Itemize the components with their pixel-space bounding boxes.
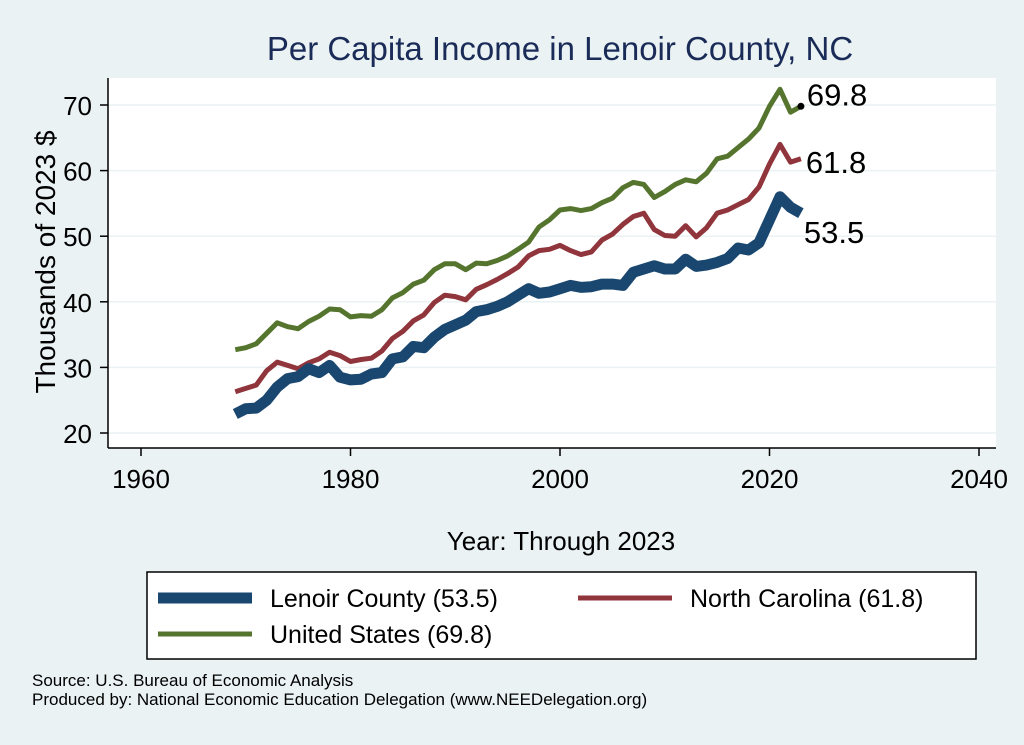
end-marker [797, 102, 805, 110]
legend: Lenoir County (53.5) North Carolina (61.8… [158, 585, 923, 649]
y-tick-label: 70 [63, 91, 92, 121]
produced-by-text: Produced by: National Economic Education… [32, 690, 648, 709]
series-lines [232, 86, 804, 419]
x-tick-label: 1960 [112, 464, 170, 494]
series-end-label: 69.8 [807, 77, 867, 112]
legend-box [146, 571, 977, 660]
x-tick-label: 2040 [950, 464, 1008, 494]
y-tick-label: 40 [63, 288, 92, 318]
series-line [234, 141, 802, 395]
plot-region [108, 78, 996, 448]
gridlines [108, 104, 996, 434]
y-axis-label: Thousands of 2023 $ [30, 130, 61, 394]
y-tick-label: 60 [63, 157, 92, 187]
axes: 20 30 40 50 60 70 1960 1980 2000 2020 2040 [63, 78, 1008, 494]
legend-label: Lenoir County (53.5) [270, 585, 498, 613]
legend-label: United States (69.8) [270, 621, 492, 649]
legend-label: North Carolina (61.8) [690, 585, 923, 613]
x-tick-label: 2000 [531, 464, 589, 494]
x-tick-label: 2020 [741, 464, 799, 494]
x-axis-label: Year: Through 2023 [447, 526, 675, 556]
series-end-label: 53.5 [804, 215, 864, 250]
source-notes: Source: U.S. Bureau of Economic Analysis… [32, 671, 647, 709]
series-line [234, 86, 803, 353]
y-tick-label: 30 [63, 353, 92, 383]
source-text: Source: U.S. Bureau of Economic Analysis [32, 671, 354, 690]
x-tick-label: 1980 [322, 464, 380, 494]
series-line [232, 191, 804, 419]
chart-title: Per Capita Income in Lenoir County, NC [267, 30, 853, 67]
series-end-label: 61.8 [806, 145, 866, 180]
end-labels: 53.5 61.8 69.8 [797, 77, 867, 250]
y-tick-label: 50 [63, 222, 92, 252]
y-tick-label: 20 [63, 419, 92, 449]
